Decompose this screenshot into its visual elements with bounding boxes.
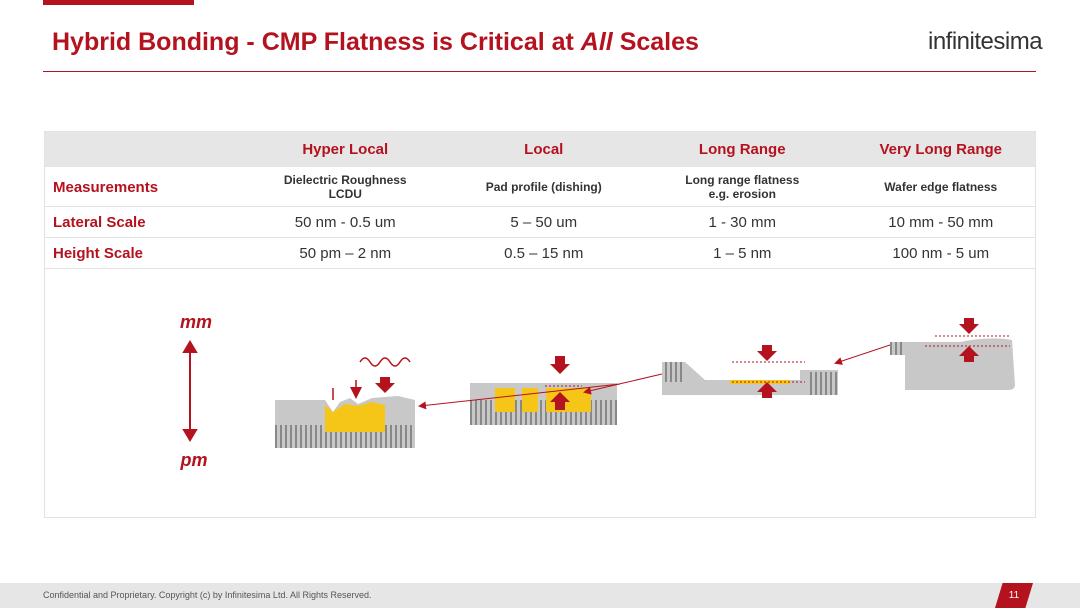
title-emphasis: All [580, 28, 613, 56]
row-label: Measurements [53, 178, 159, 196]
title-rule [43, 71, 1036, 72]
hyper-local-sketch [275, 357, 415, 448]
table: Hyper Local Local Long Range Very Long Rang… [44, 131, 1036, 518]
cell-line: 10 mm - 50 mm [888, 214, 994, 231]
cell-line: Wafer edge flatness [884, 180, 998, 194]
logo: infinitesima [928, 28, 1043, 55]
cell-line: 50 nm - 0.5 um [294, 214, 396, 231]
table-cell: 0.5 – 15 nm [445, 238, 644, 269]
local-sketch [418, 356, 621, 425]
table-cell: 10 mm - 50 mm [842, 207, 1041, 238]
table-cell: Wafer edge flatness [842, 167, 1041, 207]
cell-line: 5 – 50 um [510, 214, 578, 231]
cell-line: 50 pm – 2 nm [299, 245, 392, 262]
row-divider [45, 237, 1035, 238]
cell-line: LCDU [328, 187, 362, 201]
column-header: Hyper Local [302, 141, 389, 158]
page-number: 11 [995, 583, 1033, 608]
very-long-range-sketch [834, 318, 1015, 390]
column-header: Long Range [698, 141, 786, 158]
table-cell: 1 - 30 mm [643, 207, 842, 238]
row-label: Height Scale [53, 245, 144, 262]
table-cell: 50 nm - 0.5 um [246, 207, 445, 238]
scale-top: mm [180, 312, 212, 332]
footer-bar [0, 583, 1080, 608]
long-range-sketch [583, 345, 838, 398]
header-row [45, 132, 1035, 167]
vertical-scale-arrow [182, 340, 198, 442]
footer-text: Confidential and Proprietary. Copyright … [43, 590, 372, 600]
cell-line: Pad profile (dishing) [485, 180, 602, 194]
table-cell: Dielectric Roughness LCDU [246, 167, 445, 207]
column-header: Local [524, 141, 564, 158]
cell-line: Long range flatness [685, 173, 800, 187]
table-cell: 5 – 50 um [445, 207, 644, 238]
cell-line: Dielectric Roughness [283, 173, 407, 187]
title-text: Scales [612, 28, 699, 56]
row-label: Lateral Scale [53, 214, 146, 231]
cell-line: 0.5 – 15 nm [504, 245, 584, 262]
cell-line: 1 – 5 nm [713, 245, 772, 262]
table-cell: 50 pm – 2 nm [246, 238, 445, 269]
table-cell: Long range flatness e.g. erosion [643, 167, 842, 207]
cell-line: e.g. erosion [708, 187, 776, 201]
cell-line: 1 - 30 mm [708, 214, 776, 231]
title-text: Hybrid Bonding - CMP Flatness is Critica… [52, 28, 581, 56]
table-cell: 1 – 5 nm [643, 238, 842, 269]
table-cell: 100 nm - 5 um [842, 238, 1041, 269]
row-divider [45, 268, 1035, 269]
slide-title: Hybrid Bonding - CMP Flatness is Critica… [52, 28, 699, 57]
accent-bar [43, 0, 194, 5]
scale-bottom: pm [180, 450, 208, 470]
column-header: Very Long Range [879, 141, 1003, 158]
table-cell: Pad profile (dishing) [445, 167, 644, 207]
row-divider [45, 206, 1035, 207]
cell-line: 100 nm - 5 um [892, 245, 990, 262]
